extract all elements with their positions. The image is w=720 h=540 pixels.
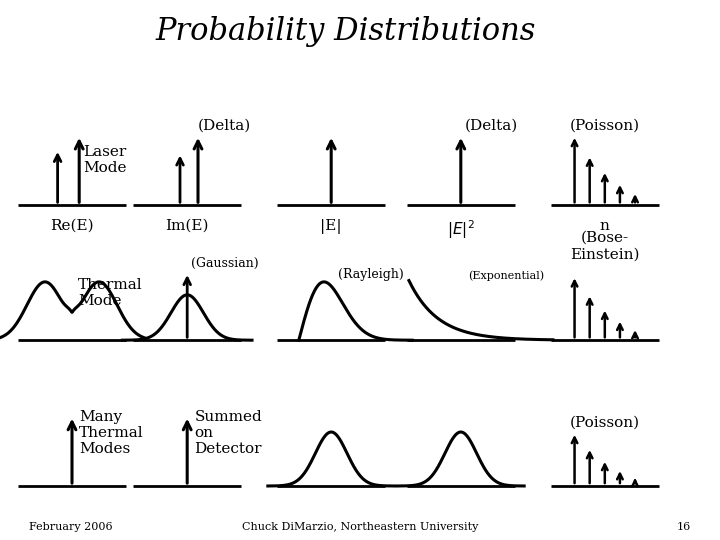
Text: Probability Distributions: Probability Distributions	[156, 16, 536, 47]
Text: Chuck DiMarzio, Northeastern University: Chuck DiMarzio, Northeastern University	[242, 522, 478, 532]
Text: (Delta): (Delta)	[198, 118, 251, 132]
Text: Thermal
Mode: Thermal Mode	[78, 278, 143, 308]
Text: $|E|^2$: $|E|^2$	[447, 219, 474, 241]
Text: Im(E): Im(E)	[166, 219, 209, 233]
Text: (Poisson): (Poisson)	[570, 118, 640, 132]
Text: Laser
Mode: Laser Mode	[83, 145, 126, 176]
Text: 16: 16	[677, 522, 691, 532]
Text: February 2006: February 2006	[29, 522, 112, 532]
Text: (Rayleigh): (Rayleigh)	[338, 268, 404, 281]
Text: Many
Thermal
Modes: Many Thermal Modes	[79, 410, 144, 456]
Text: n: n	[600, 219, 610, 233]
Text: (Bose-
Einstein): (Bose- Einstein)	[570, 231, 639, 261]
Text: Re(E): Re(E)	[50, 219, 94, 233]
Text: Summed
on
Detector: Summed on Detector	[194, 410, 262, 456]
Text: (Exponential): (Exponential)	[468, 270, 544, 281]
Text: (Poisson): (Poisson)	[570, 415, 640, 429]
Text: |E|: |E|	[320, 219, 342, 234]
Text: (Gaussian): (Gaussian)	[191, 256, 258, 269]
Text: (Delta): (Delta)	[464, 118, 518, 132]
